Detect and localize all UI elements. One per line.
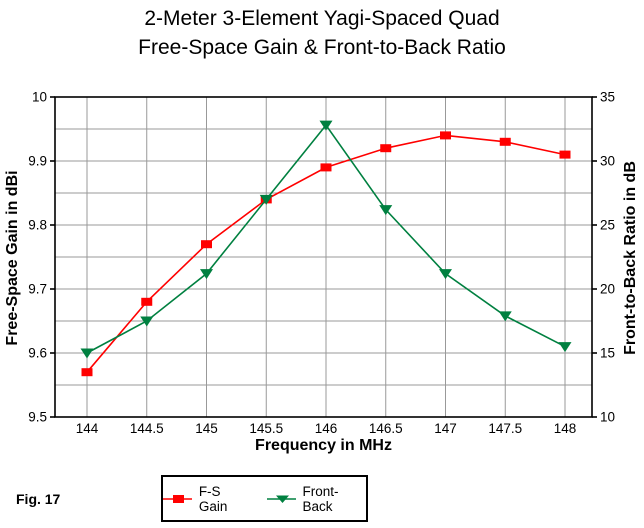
data-point-front-back — [259, 194, 273, 205]
axis-ticks — [50, 96, 597, 418]
data-point-front-back — [439, 269, 452, 280]
y-right-tick-label: 20 — [600, 282, 615, 297]
y-left-tick-label: 9.6 — [28, 346, 47, 361]
chart-title-line1: 2-Meter 3-Element Yagi-Spaced Quad — [144, 7, 500, 30]
y-left-tick-label: 9.5 — [28, 410, 47, 425]
x-tick-label: 148 — [554, 421, 577, 436]
x-axis-title: Frequency in MHz — [255, 437, 392, 454]
x-tick-label: 147 — [434, 421, 457, 436]
y-left-tick-label: 9.8 — [28, 218, 47, 233]
x-tick-label: 145.5 — [249, 421, 283, 436]
x-tick-label: 144 — [76, 421, 99, 436]
data-point-f-s-gain — [499, 137, 511, 146]
data-point-front-back — [498, 311, 512, 322]
x-tick-label: 147.5 — [488, 421, 522, 436]
y-right-tick-label: 25 — [600, 218, 615, 233]
x-tick-label: 146.5 — [369, 421, 403, 436]
data-point-front-back — [319, 120, 333, 131]
x-tick-label: 145 — [195, 421, 218, 436]
chart-title-line2: Free-Space Gain & Front-to-Back Ratio — [138, 36, 506, 59]
figure-label: Fig. 17 — [16, 491, 61, 507]
legend: F-S Gain Front-Back — [161, 475, 368, 522]
gridlines — [55, 97, 592, 417]
data-point-f-s-gain — [440, 131, 451, 140]
data-point-front-back — [558, 342, 572, 353]
data-point-f-s-gain — [559, 150, 571, 159]
data-point-front-back — [140, 316, 154, 327]
plot-frame — [54, 96, 593, 418]
y-left-tick-label: 10 — [32, 90, 47, 105]
fs-gain-marker-icon — [163, 494, 192, 503]
legend-label-fs-gain: F-S Gain — [198, 483, 228, 514]
tick-labels: 9.5 9.6 9.7 9.8 9.9 10 10 15 20 25 30 35 144 144.5 145… — [28, 90, 615, 437]
series-front-back — [80, 120, 572, 359]
data-point-front-back — [200, 269, 213, 280]
chart-title: 2-Meter 3-Element Yagi-Spaced Quad Free-… — [0, 4, 644, 62]
y-right-tick-label: 15 — [600, 346, 615, 361]
data-point-front-back — [379, 205, 393, 216]
left-axis-title: Free-Space Gain in dBi — [4, 170, 21, 346]
legend-entry-front-back: Front-Back — [266, 483, 366, 514]
data-point-f-s-gain — [380, 144, 392, 153]
x-tick-label: 146 — [315, 421, 338, 436]
legend-label-front-back: Front-Back — [302, 483, 339, 514]
y-left-tick-label: 9.9 — [28, 154, 47, 169]
data-point-front-back — [80, 348, 94, 359]
data-point-f-s-gain — [81, 368, 93, 377]
data-point-f-s-gain — [141, 297, 153, 306]
y-left-tick-label: 9.7 — [28, 282, 47, 297]
y-right-tick-label: 30 — [600, 154, 615, 169]
data-point-f-s-gain — [320, 163, 332, 172]
right-axis-title: Front-to-Back Ratio in dB — [622, 161, 639, 355]
data-point-f-s-gain — [201, 240, 212, 249]
y-right-tick-label: 35 — [600, 90, 615, 105]
front-back-marker-icon — [266, 495, 296, 503]
x-tick-label: 144.5 — [130, 421, 164, 436]
legend-entry-fs-gain: F-S Gain — [163, 484, 251, 514]
y-right-tick-label: 10 — [600, 410, 615, 425]
